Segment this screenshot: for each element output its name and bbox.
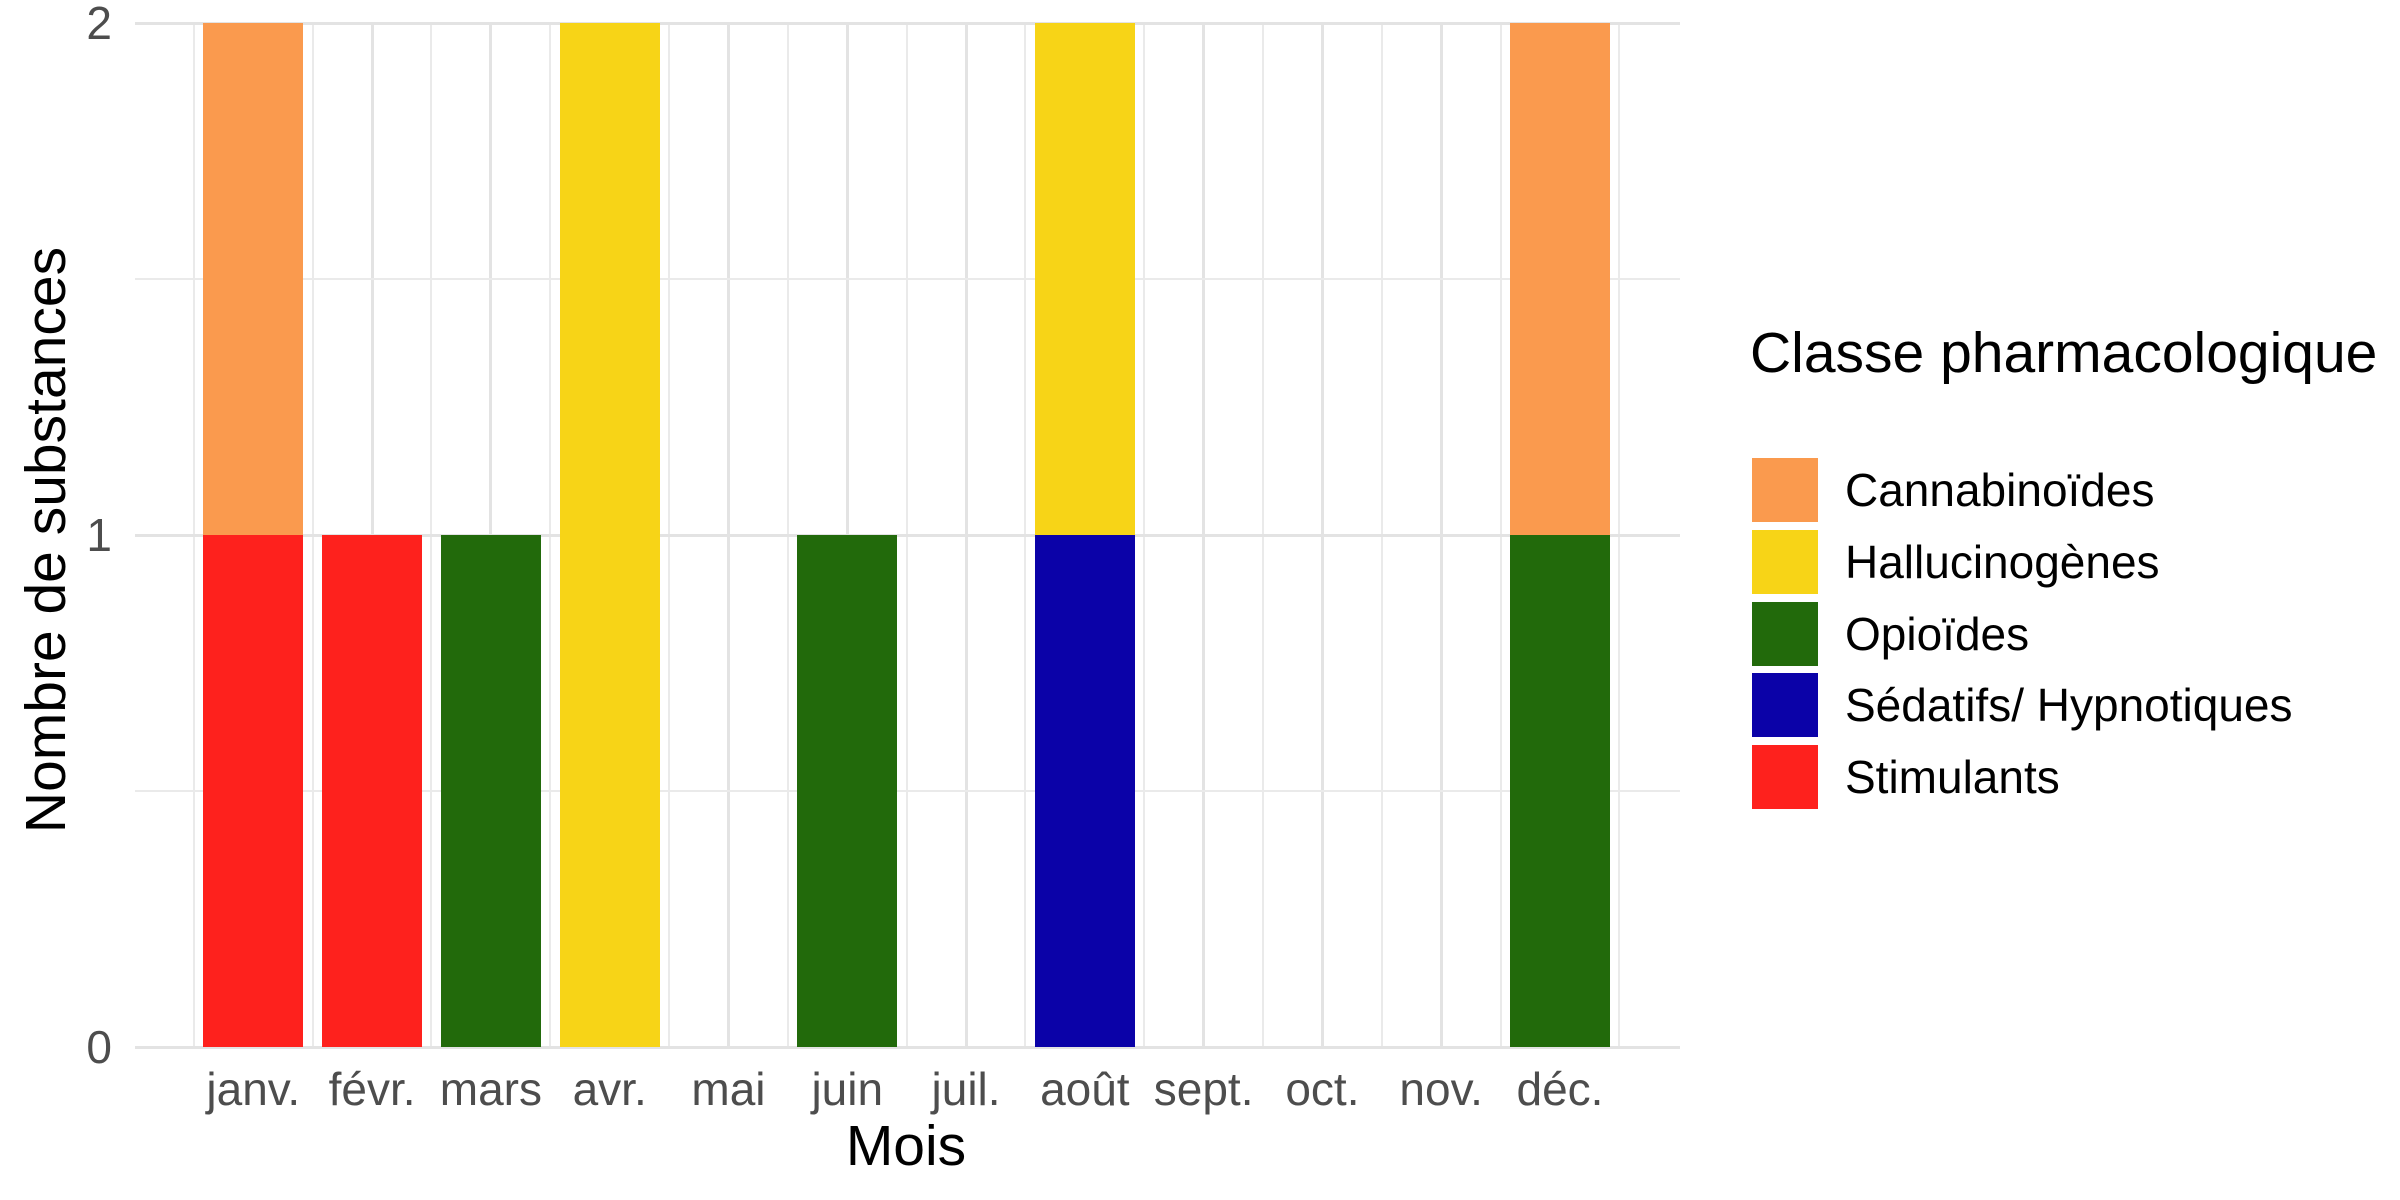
x-tick-label: mars (439, 1063, 542, 1115)
x-tick-label: nov. (1399, 1063, 1483, 1115)
legend: Classe pharmacologique Cannabinoïdes Hall… (1750, 322, 2400, 817)
y-tick-label: 2 (86, 0, 112, 49)
bar-segment (203, 535, 304, 1047)
legend-item: Cannabinoïdes (1750, 458, 2400, 522)
major-gridline-horizontal (135, 533, 1680, 537)
legend-item: Stimulants (1750, 745, 2400, 810)
x-axis-title: Mois (845, 1114, 967, 1178)
legend-item-label: Sédatifs/ Hypnotiques (1845, 679, 2293, 732)
bar-segment (322, 535, 423, 1047)
legend-item-label: Opioïdes (1845, 607, 2030, 660)
x-tick-label: déc. (1516, 1063, 1604, 1115)
x-tick-label: juil. (931, 1063, 1001, 1115)
bar-segment (559, 23, 660, 1047)
major-gridline-horizontal (135, 1045, 1680, 1049)
legend-item-label: Cannabinoïdes (1845, 464, 2155, 516)
legend-rows: Cannabinoïdes Hallucinogènes Opioïdes Sédat… (1750, 384, 2400, 817)
legend-color-swatch (1752, 673, 1818, 738)
bar-segment (203, 23, 304, 535)
legend-title: Classe pharmacologique (1750, 321, 2378, 385)
x-tick-label: sept. (1153, 1063, 1254, 1115)
x-tick-label: oct. (1285, 1063, 1360, 1115)
x-tick-label: janv. (206, 1063, 301, 1115)
x-tick-label: avr. (572, 1063, 647, 1115)
legend-item-label: Stimulants (1845, 751, 2060, 804)
bar-segment (1509, 23, 1610, 535)
minor-gridline-horizontal (135, 278, 1680, 280)
bar-segment (440, 535, 541, 1047)
legend-item: Opioïdes (1750, 601, 2400, 666)
legend-item-label: Hallucinogènes (1845, 535, 2160, 588)
x-tick-label: juin (811, 1063, 884, 1115)
major-gridline-horizontal (135, 21, 1680, 25)
bar-segment (1034, 23, 1135, 535)
bar-segment (1509, 535, 1610, 1047)
legend-item: Hallucinogènes (1750, 529, 2400, 594)
x-tick-label: août (1040, 1063, 1130, 1115)
legend-color-swatch (1752, 529, 1818, 594)
y-axis-title: Nombre de substances (14, 246, 78, 834)
y-tick-label: 0 (86, 1021, 112, 1073)
minor-gridline-horizontal (135, 790, 1680, 792)
legend-color-swatch (1752, 458, 1818, 522)
x-tick-label: févr. (328, 1063, 416, 1115)
y-tick-label: 1 (86, 509, 112, 561)
legend-color-swatch (1752, 601, 1818, 666)
x-tick-label: mai (691, 1063, 766, 1115)
bar-segment (1034, 535, 1135, 1047)
legend-color-swatch (1752, 745, 1818, 810)
bar-segment (797, 535, 898, 1047)
legend-item: Sédatifs/ Hypnotiques (1750, 673, 2400, 738)
